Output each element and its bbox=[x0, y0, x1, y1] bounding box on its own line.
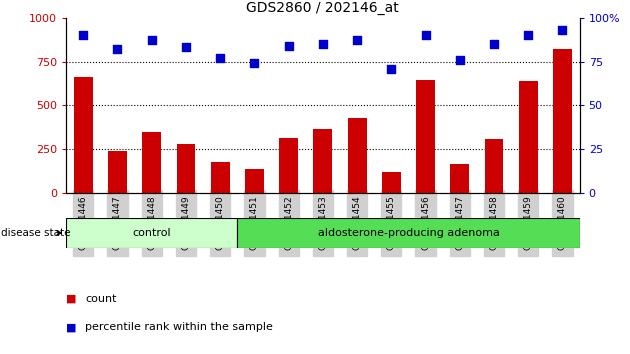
Bar bbox=[348, 118, 367, 193]
Bar bbox=[553, 49, 572, 193]
Title: GDS2860 / 202146_at: GDS2860 / 202146_at bbox=[246, 1, 399, 15]
Point bbox=[249, 61, 260, 66]
Text: count: count bbox=[85, 294, 117, 304]
Text: disease state: disease state bbox=[1, 228, 71, 238]
Point bbox=[147, 38, 157, 43]
Bar bbox=[450, 164, 469, 193]
Point bbox=[215, 55, 226, 61]
Bar bbox=[484, 139, 503, 193]
Bar bbox=[382, 172, 401, 193]
Bar bbox=[108, 151, 127, 193]
Bar bbox=[519, 81, 537, 193]
Bar bbox=[314, 129, 332, 193]
Bar bbox=[279, 138, 298, 193]
Bar bbox=[238, 218, 580, 248]
Point bbox=[78, 32, 88, 38]
Point bbox=[489, 41, 499, 47]
Point bbox=[523, 32, 533, 38]
Point bbox=[112, 46, 122, 52]
Point bbox=[420, 32, 430, 38]
Text: control: control bbox=[132, 228, 171, 238]
Bar bbox=[211, 162, 229, 193]
Point bbox=[318, 41, 328, 47]
Point bbox=[558, 27, 568, 33]
Text: aldosterone-producing adenoma: aldosterone-producing adenoma bbox=[318, 228, 500, 238]
Text: ■: ■ bbox=[66, 322, 77, 332]
Point bbox=[455, 57, 465, 63]
Bar bbox=[176, 144, 195, 193]
Bar bbox=[416, 80, 435, 193]
Bar bbox=[66, 218, 238, 248]
Bar bbox=[74, 77, 93, 193]
Bar bbox=[245, 169, 264, 193]
Text: percentile rank within the sample: percentile rank within the sample bbox=[85, 322, 273, 332]
Point bbox=[284, 43, 294, 48]
Text: ■: ■ bbox=[66, 294, 77, 304]
Point bbox=[386, 66, 396, 72]
Bar bbox=[142, 132, 161, 193]
Point bbox=[352, 38, 362, 43]
Point bbox=[181, 45, 191, 50]
